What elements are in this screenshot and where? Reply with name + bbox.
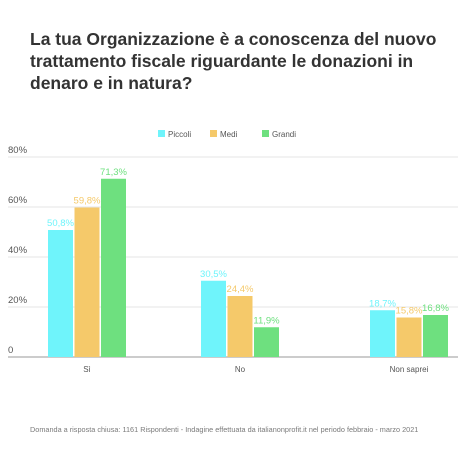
legend-swatch [210, 130, 217, 137]
bar [370, 310, 395, 357]
legend-swatch [262, 130, 269, 137]
bar [254, 327, 279, 357]
y-tick-label: 60% [8, 195, 28, 206]
data-label: 24,4% [227, 284, 254, 295]
footnote: Domanda a risposta chiusa: 1161 Risponde… [30, 425, 419, 434]
x-tick-label: Non saprei [390, 365, 429, 374]
bar [396, 317, 422, 357]
bar [74, 207, 100, 357]
bar [423, 315, 448, 357]
legend-swatch [158, 130, 165, 137]
data-label: 30,5% [200, 269, 227, 280]
data-label: 11,9% [253, 315, 280, 326]
y-tick-label: 40% [8, 245, 28, 256]
data-label: 16,8% [422, 303, 449, 314]
data-label: 59,8% [74, 196, 101, 207]
chart-title: La tua Organizzazione è a conoscenza del… [30, 29, 437, 93]
bar [227, 296, 253, 357]
y-tick-label: 0 [8, 345, 13, 356]
bar [48, 230, 73, 357]
data-label: 18,7% [369, 298, 396, 309]
legend-label: Medi [220, 130, 238, 139]
data-label: 71,3% [100, 167, 127, 178]
x-tick-label: No [235, 365, 246, 374]
legend-label: Piccoli [168, 130, 191, 139]
y-tick-label: 80% [8, 145, 28, 156]
legend-label: Grandi [272, 130, 296, 139]
data-label: 50,8% [47, 218, 74, 229]
bar [101, 178, 126, 357]
data-label: 15,8% [396, 306, 423, 317]
bar [201, 280, 226, 357]
y-tick-label: 20% [8, 295, 28, 306]
x-tick-label: Sì [83, 365, 91, 374]
